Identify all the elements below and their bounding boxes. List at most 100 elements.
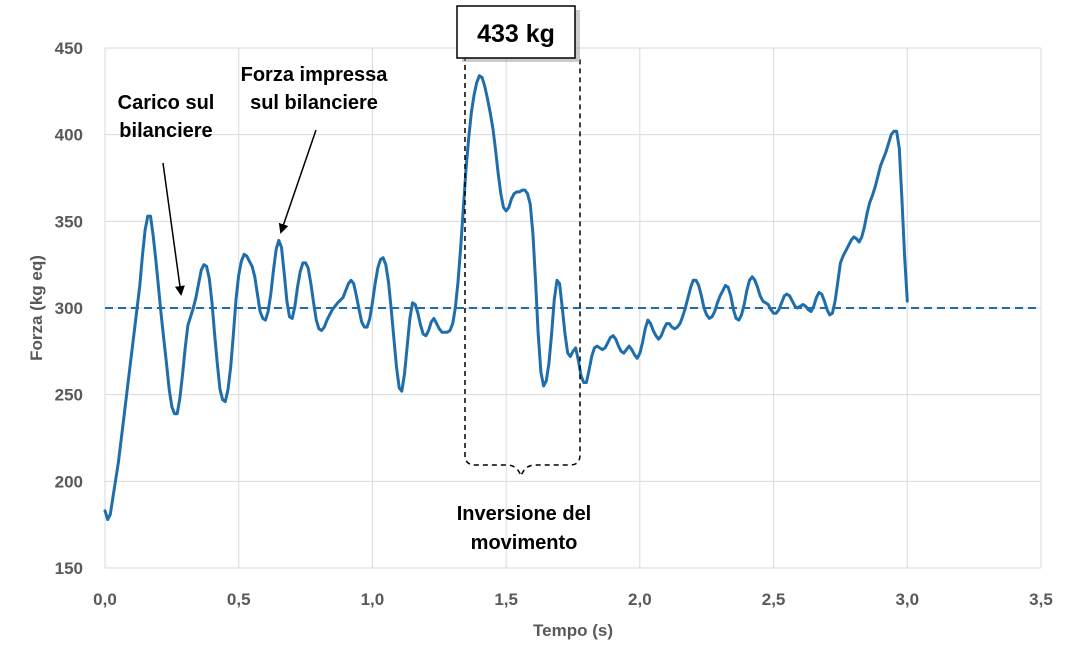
data-point [788, 294, 791, 298]
data-point [582, 381, 585, 384]
data-point [713, 310, 716, 313]
data-point [103, 509, 107, 512]
data-point [432, 317, 436, 320]
data-point [673, 327, 676, 330]
data-point [705, 313, 708, 317]
data-point [726, 286, 730, 289]
data-point [363, 325, 366, 329]
data-point [676, 325, 679, 329]
data-point [598, 346, 601, 350]
data-point [504, 209, 508, 213]
data-point [526, 192, 529, 195]
data-point [595, 344, 599, 348]
y-tick-label: 350 [55, 212, 83, 231]
data-point [467, 136, 470, 140]
data-point [566, 351, 569, 355]
data-point [668, 322, 671, 325]
data-point [384, 263, 387, 266]
data-point [777, 308, 781, 311]
x-tick-label: 0,0 [93, 590, 117, 609]
data-point [117, 461, 120, 464]
data-point [708, 317, 711, 320]
data-point [882, 157, 885, 161]
data-point [277, 239, 280, 242]
data-point [702, 306, 706, 310]
data-point [866, 211, 869, 214]
x-tick-label: 0,5 [227, 590, 251, 609]
data-point [307, 266, 310, 270]
data-point [801, 303, 805, 306]
annotation-forza-arrow [278, 129, 317, 234]
data-point [686, 296, 690, 299]
data-point [454, 306, 457, 310]
data-point [320, 329, 323, 332]
data-point [328, 313, 331, 317]
data-point [721, 289, 724, 292]
data-point [331, 308, 334, 311]
data-point [398, 386, 401, 389]
data-point [855, 237, 858, 240]
data-point [852, 235, 855, 239]
peak-label-box [456, 5, 576, 59]
data-point [857, 240, 861, 244]
data-point [561, 306, 564, 310]
data-point [550, 332, 553, 336]
x-tick-label: 2,0 [628, 590, 652, 609]
data-point [571, 350, 575, 353]
data-point [649, 322, 652, 325]
x-tick-label: 2,5 [762, 590, 786, 609]
data-point [250, 265, 254, 268]
data-point [312, 301, 315, 304]
data-point [499, 192, 502, 195]
data-point [149, 214, 152, 218]
data-point [906, 299, 909, 303]
data-point [521, 188, 524, 192]
data-point [644, 327, 647, 330]
data-point [756, 286, 759, 289]
data-point [488, 110, 492, 114]
data-point [237, 273, 240, 277]
data-point [192, 306, 195, 310]
data-point [127, 372, 131, 376]
data-point [373, 282, 377, 285]
data-point [283, 272, 286, 275]
data-point [122, 417, 125, 421]
data-point [419, 324, 422, 327]
y-axis-title: Forza (kg eq) [27, 255, 46, 361]
annotation-inversione-line2: movimento [471, 532, 578, 554]
data-point [213, 332, 216, 336]
x-tick-label: 3,0 [895, 590, 919, 609]
data-point [408, 317, 412, 320]
data-point [360, 320, 363, 324]
data-point [502, 206, 505, 209]
data-point [202, 263, 206, 266]
data-point [430, 320, 433, 324]
data-point [379, 258, 382, 261]
data-point [483, 84, 486, 88]
data-point [900, 197, 904, 200]
data-point [141, 254, 144, 258]
data-point [820, 292, 823, 296]
data-point [558, 282, 561, 285]
x-axis-title: Tempo (s) [533, 621, 613, 640]
data-point [395, 365, 398, 369]
data-point [355, 294, 358, 298]
data-point [545, 379, 548, 382]
data-point [780, 301, 783, 304]
data-point [272, 268, 275, 272]
annotation-forza-line2: sul bilanciere [250, 92, 378, 114]
data-point [296, 286, 299, 289]
data-point [459, 246, 462, 249]
data-point [258, 310, 262, 313]
data-point [381, 256, 385, 259]
data-point [646, 318, 650, 322]
data-point [264, 318, 267, 322]
data-point [448, 329, 452, 332]
data-point [844, 249, 847, 252]
data-point [847, 244, 850, 247]
data-point [772, 312, 775, 315]
data-point [569, 355, 572, 358]
data-point [194, 296, 198, 299]
data-point [804, 305, 807, 308]
